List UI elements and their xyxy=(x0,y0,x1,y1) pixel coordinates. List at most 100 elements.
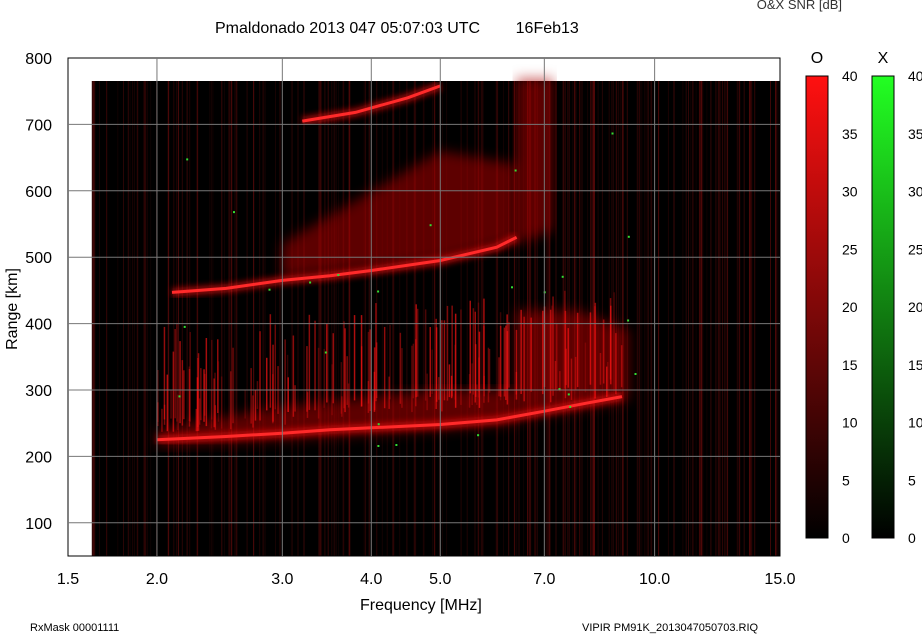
echo-streak xyxy=(157,370,159,422)
noise-column xyxy=(338,81,339,556)
noise-column xyxy=(626,81,628,556)
y-tick-label: 700 xyxy=(25,117,52,134)
echo-streak xyxy=(340,362,343,414)
echo-streak xyxy=(177,394,179,431)
x-mode-speckle xyxy=(634,373,637,375)
noise-column xyxy=(144,81,146,556)
echo-streak xyxy=(443,320,446,401)
echo-streak xyxy=(471,363,473,405)
noise-column xyxy=(236,81,238,556)
noise-column xyxy=(376,81,378,556)
x-mode-speckle xyxy=(514,169,517,172)
noise-column xyxy=(601,81,603,556)
noise-column xyxy=(229,81,231,556)
echo-streak xyxy=(259,331,261,421)
echo-streak xyxy=(503,327,506,397)
noise-column xyxy=(94,81,96,556)
noise-column xyxy=(253,81,254,556)
echo-streak xyxy=(292,335,295,417)
noise-column xyxy=(478,81,480,556)
noise-column xyxy=(775,81,776,556)
noise-column xyxy=(145,81,147,556)
noise-column xyxy=(719,81,721,556)
echo-streak xyxy=(505,325,507,400)
noise-column xyxy=(702,81,704,556)
noise-column xyxy=(132,81,134,556)
echo-streak xyxy=(287,377,289,412)
noise-column xyxy=(647,81,649,556)
noise-column xyxy=(327,81,329,556)
noise-column xyxy=(691,81,693,556)
colorbar-o xyxy=(805,75,829,539)
echo-streak xyxy=(232,347,234,424)
echo-streak xyxy=(317,347,320,419)
echo-streak xyxy=(375,303,377,402)
echo-streak xyxy=(161,408,163,432)
echo-streak xyxy=(176,323,178,422)
noise-column xyxy=(297,81,299,556)
echo-streak xyxy=(269,314,272,408)
noise-column xyxy=(186,81,188,556)
lower-trace xyxy=(156,395,623,442)
title-text: Pmaldonado 2013 047 05:07:03 UTC xyxy=(215,20,481,37)
echo-streak xyxy=(478,331,481,408)
y-tick-label: 500 xyxy=(25,250,52,267)
echo-streak xyxy=(172,351,175,432)
noise-column xyxy=(223,81,225,556)
colorbar-tick-label: 30 xyxy=(908,184,922,200)
noise-column xyxy=(368,81,370,556)
noise-column xyxy=(775,81,777,556)
plot-background xyxy=(91,81,780,556)
noise-column xyxy=(673,81,675,556)
noise-column xyxy=(513,81,515,556)
echo-streak xyxy=(197,353,200,431)
noise-column xyxy=(641,81,643,556)
echo-streak xyxy=(166,374,169,432)
echo-streak xyxy=(388,376,390,409)
noise-column xyxy=(364,81,366,556)
noise-column xyxy=(144,81,146,556)
echo-streak xyxy=(515,329,518,400)
noise-column xyxy=(650,81,652,556)
x-mode-speckle xyxy=(178,395,181,398)
echo-streak xyxy=(448,364,451,398)
colorbar-tick-label: 5 xyxy=(842,472,850,488)
echo-streak xyxy=(389,324,391,400)
echo-streak xyxy=(451,305,453,397)
echo-streak xyxy=(272,344,274,422)
echo-streak xyxy=(346,356,348,405)
noise-column xyxy=(228,81,230,556)
echo-streak xyxy=(476,384,478,405)
x-mode-speckle xyxy=(558,388,561,391)
noise-column xyxy=(611,81,613,556)
echo-streak xyxy=(294,385,296,412)
noise-column xyxy=(748,81,750,556)
x-mode-speckle xyxy=(309,281,312,284)
plot-frame xyxy=(67,57,781,557)
echo-streak xyxy=(450,375,453,399)
echo-streak xyxy=(610,305,612,385)
echo-streak xyxy=(613,292,615,392)
x-mode-speckle xyxy=(324,351,327,354)
echo-streak xyxy=(564,290,566,389)
noise-column xyxy=(460,81,462,556)
echo-streak xyxy=(284,339,286,425)
echo-streak xyxy=(530,317,532,392)
echo-streak xyxy=(200,368,202,421)
x-mode-speckle xyxy=(377,445,380,447)
echo-region xyxy=(516,77,553,244)
noise-column xyxy=(640,81,642,556)
echo-streak xyxy=(554,361,557,390)
echo-streak xyxy=(163,404,166,425)
noise-column xyxy=(117,81,119,556)
noise-column xyxy=(667,81,669,556)
noise-column xyxy=(682,81,684,556)
upper-trace xyxy=(171,235,518,294)
echo-streak xyxy=(454,313,457,408)
echo-streak xyxy=(210,389,213,429)
noise-column xyxy=(176,81,178,556)
noise-column xyxy=(446,81,448,556)
echo-streak xyxy=(498,357,500,397)
file-label: VIPIR PM91K_2013047050703.RIQ xyxy=(582,622,759,634)
noise-column xyxy=(749,81,751,556)
